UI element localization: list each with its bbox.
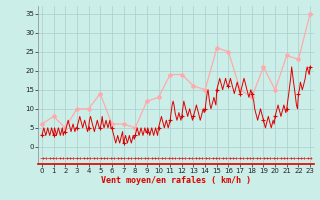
X-axis label: Vent moyen/en rafales ( km/h ): Vent moyen/en rafales ( km/h ): [101, 176, 251, 185]
